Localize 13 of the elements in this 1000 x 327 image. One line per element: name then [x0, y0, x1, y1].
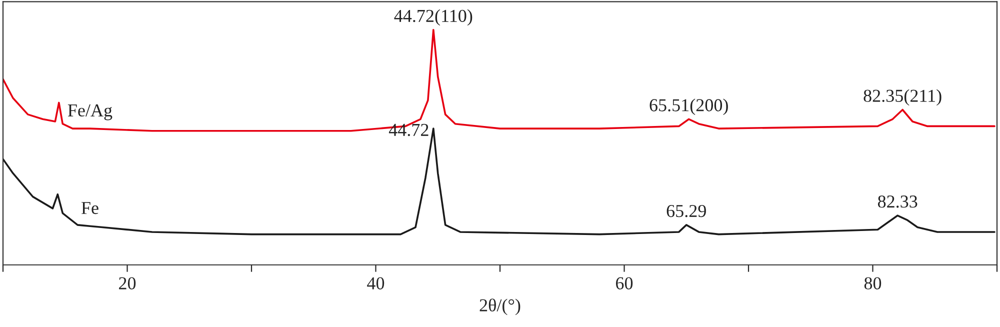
annotation: 65.51(200): [650, 98, 728, 115]
series-label: Fe: [81, 202, 98, 214]
x-tick-label: 40: [367, 277, 384, 290]
x-tick-label: 80: [864, 277, 882, 290]
x-tick-label: 20: [119, 277, 136, 290]
annotation: 44.72(110): [394, 9, 472, 26]
series-label: Fe/Ag: [68, 104, 112, 120]
x-tick-label: 60: [616, 277, 633, 290]
annotation: 65.29: [666, 204, 706, 218]
annotation: 82.33: [878, 195, 918, 208]
annotation: 82.35(211): [864, 89, 942, 106]
x-axis-title: 2θ/(°): [480, 298, 520, 316]
annotation: 44.72: [388, 124, 428, 136]
